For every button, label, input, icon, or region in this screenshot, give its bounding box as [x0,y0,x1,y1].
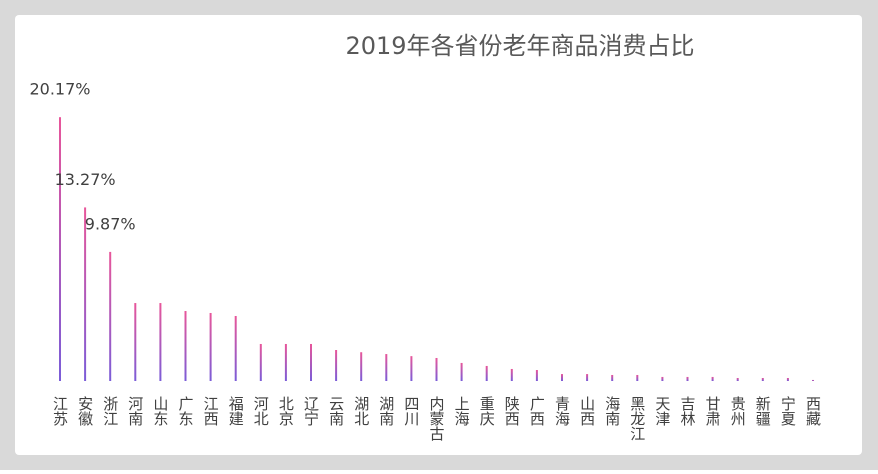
data-label: 20.17% [29,80,90,99]
bar [284,343,287,381]
x-tick-label: 江西 [202,396,220,426]
bar [435,357,438,381]
x-tick-label: 黑龙江 [628,396,646,441]
bar [109,251,112,381]
bar [761,377,764,381]
x-tick-label: 青海 [553,396,571,426]
x-tick-label: 山东 [151,396,169,426]
x-tick-label: 广东 [177,396,195,426]
bar [134,303,137,381]
x-tick-label: 天津 [653,396,671,426]
x-tick-label: 辽宁 [302,396,320,426]
bar [84,207,87,381]
bar [812,379,814,381]
bar [460,362,463,381]
bar [661,376,664,381]
bar [535,370,538,381]
bar [561,374,563,381]
x-tick-label: 吉林 [679,396,697,426]
x-tick-label: 新疆 [754,396,772,426]
x-tick-label: 山西 [578,396,596,426]
bar [234,315,237,381]
x-tick-label: 甘肃 [704,396,722,426]
bar [586,374,589,381]
bar [485,365,488,381]
bar [259,343,262,381]
x-tick-label: 陕西 [503,396,521,426]
x-tick-label: 海南 [603,396,621,426]
x-tick-label: 浙江 [101,396,119,426]
bar [184,311,187,381]
bar [636,374,639,381]
x-tick-label: 福建 [227,396,245,426]
bar [360,352,363,381]
bar [736,377,739,381]
x-tick-label: 安徽 [76,396,94,426]
bar [410,356,413,381]
bar [159,303,162,381]
x-tick-label: 贵州 [729,396,747,426]
x-tick-label: 内蒙古 [428,396,446,441]
bar [686,376,689,381]
x-tick-label: 湖北 [352,396,370,426]
x-tick-label: 上海 [453,396,471,426]
bar [59,117,61,382]
bar [385,354,388,381]
data-label: 13.27% [55,170,116,189]
plot-area [15,15,862,455]
bar [611,374,614,381]
bar [510,368,513,381]
bar [786,377,789,381]
chart-title: 2019年各省份老年商品消费占比 [345,32,694,60]
x-tick-label: 四川 [402,396,420,426]
bar [310,343,312,381]
x-tick-label: 北京 [277,396,295,427]
x-tick-label: 宁夏 [779,396,797,426]
x-tick-label: 河北 [252,396,270,426]
x-tick-label: 西藏 [804,396,822,427]
x-tick-label: 江苏 [51,396,69,427]
bar [209,312,212,381]
x-tick-label: 湖南 [377,396,395,426]
bar [711,376,714,381]
x-tick-label: 河南 [126,396,144,426]
bar [335,350,338,381]
x-tick-label: 广西 [528,396,546,426]
data-label: 9.87% [85,214,136,233]
x-tick-label: 云南 [327,396,345,426]
x-tick-label: 重庆 [478,396,496,426]
